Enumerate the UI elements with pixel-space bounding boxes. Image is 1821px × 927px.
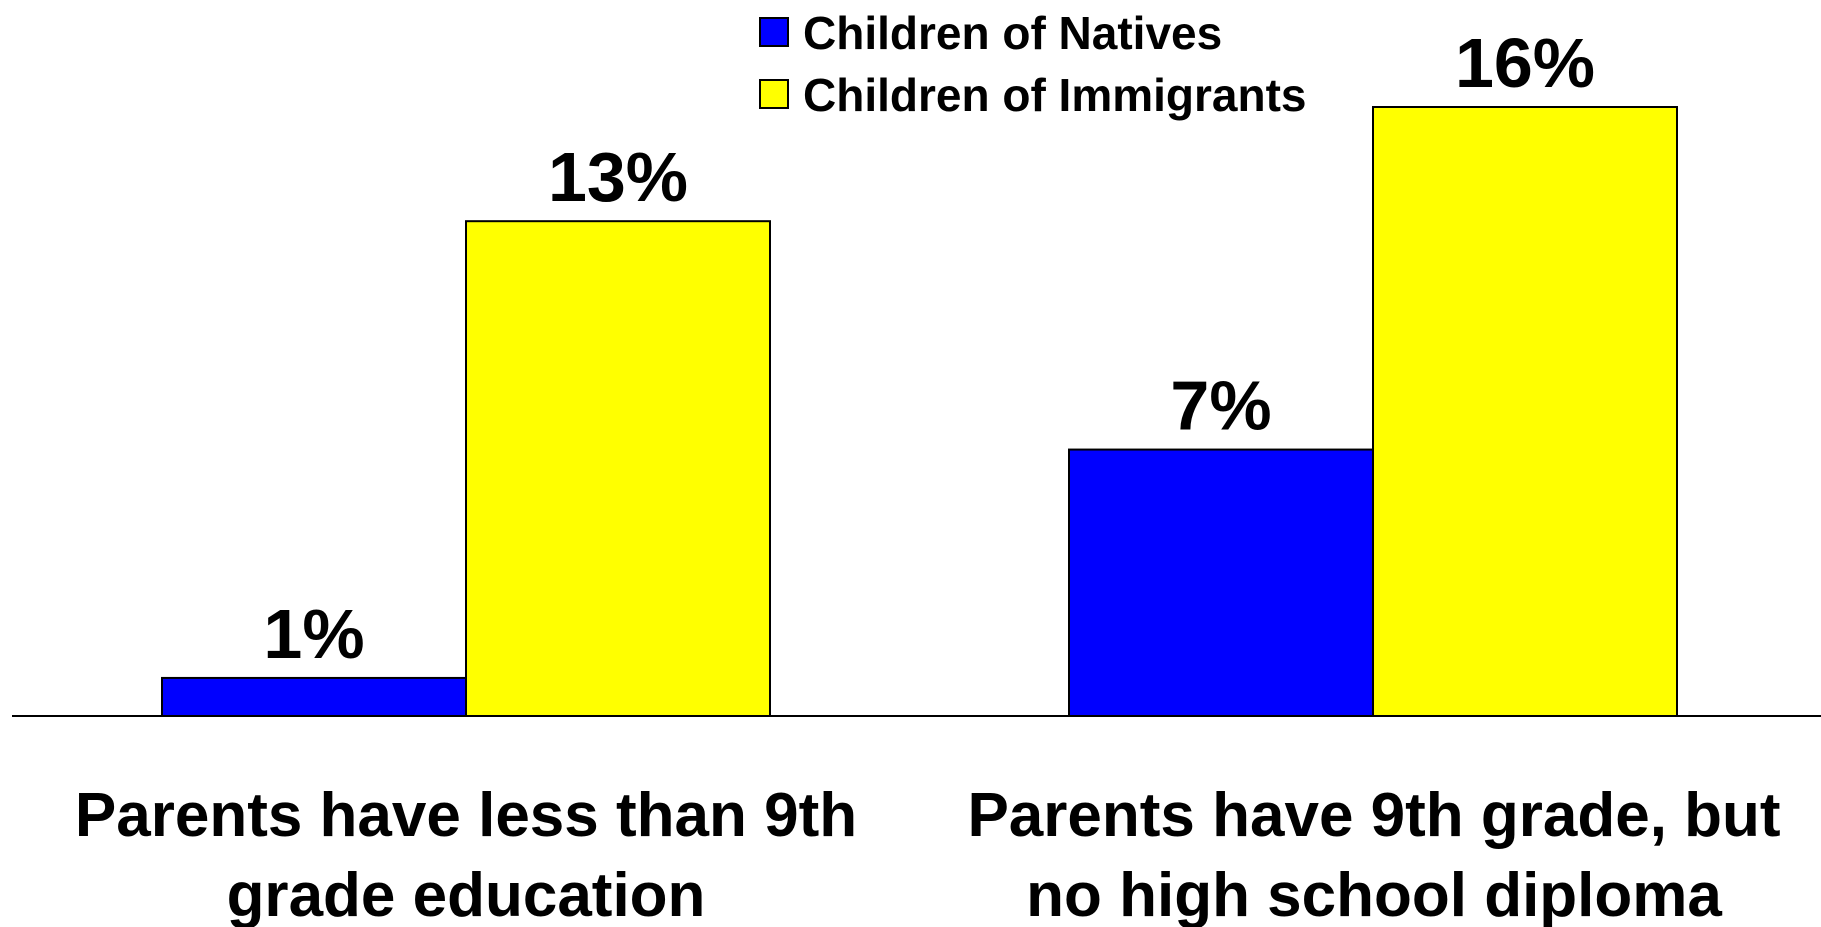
- bar-natives-1: [161, 676, 467, 717]
- legend-label-immigrants: Children of Immigrants: [803, 69, 1306, 121]
- category-labels-group: Parents have less than 9th grade educatio…: [75, 781, 1781, 927]
- data-labels-group: 1% 7% 13% 16%: [263, 24, 1595, 673]
- category-label-2-line-1: Parents have 9th grade, but: [967, 781, 1780, 850]
- legend-swatch-natives: [759, 17, 789, 47]
- legend: Children of Natives Children of Immigrant…: [759, 7, 1306, 121]
- bar-immigrants-2: [1372, 106, 1678, 717]
- legend-swatch-immigrants: [759, 79, 789, 109]
- data-label-natives-2: 7%: [1170, 367, 1271, 445]
- category-label-1-line-1: Parents have less than 9th: [75, 781, 857, 850]
- data-label-natives-1: 1%: [263, 595, 364, 673]
- data-label-immigrants-2: 16%: [1455, 24, 1595, 102]
- bar-natives-2: [1068, 448, 1374, 717]
- bar-immigrants-1: [465, 220, 771, 717]
- category-label-1-line-2: grade education: [227, 861, 706, 927]
- legend-label-natives: Children of Natives: [803, 7, 1222, 59]
- category-label-2-line-2: no high school diploma: [1026, 861, 1722, 927]
- bars-group: [161, 106, 1678, 717]
- data-label-immigrants-1: 13%: [548, 138, 688, 216]
